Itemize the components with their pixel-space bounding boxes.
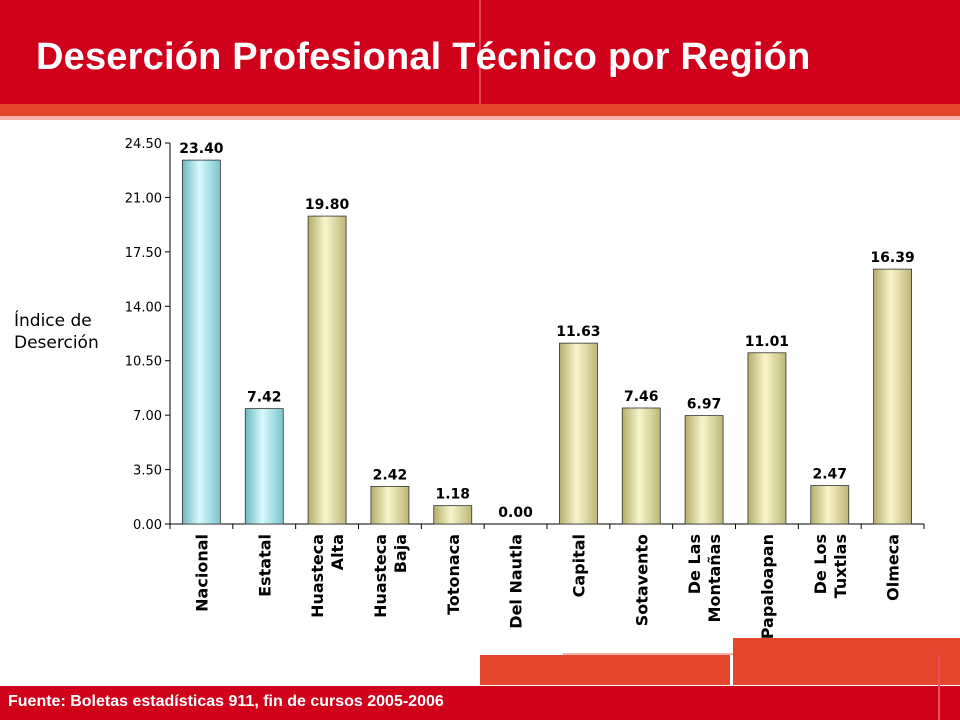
- category-label-line: Huasteca: [371, 534, 390, 618]
- bar-value-label: 1.18: [435, 487, 470, 503]
- banner-divider: [479, 0, 481, 115]
- slide-title: Deserción Profesional Técnico por Región: [36, 36, 811, 78]
- bar-value-label: 7.42: [247, 390, 282, 406]
- bar-value-label: 6.97: [687, 397, 722, 413]
- category-label: De Las Montañas: [685, 534, 724, 622]
- bar: [810, 485, 850, 525]
- footer-divider: [938, 655, 940, 720]
- category-label: Olmeca: [884, 534, 903, 601]
- y-axis-title-line-2: Deserción: [14, 333, 99, 353]
- source-note: Fuente: Boletas estadísticas 911, fin de…: [8, 693, 444, 710]
- bar-value-label: 11.01: [745, 334, 789, 350]
- category-label-line: Del Nautla: [507, 534, 526, 629]
- bar: [621, 407, 661, 525]
- category-label: Huasteca Baja: [371, 534, 410, 618]
- y-tick-label: 3.50: [133, 464, 162, 479]
- category-label-line: Baja: [391, 534, 410, 573]
- bar: [244, 408, 284, 525]
- category-label-line: Sotavento: [632, 534, 651, 626]
- category-label: Del Nautla: [507, 534, 526, 629]
- banner-stripe-light: [0, 116, 960, 120]
- category-label-line: Alta: [328, 534, 347, 570]
- category-label: Papaloapan: [758, 534, 777, 639]
- bar-value-label: 2.47: [812, 467, 847, 483]
- y-tick-label: 14.00: [125, 300, 162, 315]
- y-tick-label: 0.00: [133, 518, 162, 533]
- footer-banner: [0, 686, 960, 720]
- bar: [747, 352, 787, 525]
- bar: [182, 159, 221, 525]
- category-label-line: Estatal: [255, 534, 274, 597]
- footer-block-upper: [733, 638, 960, 655]
- category-label: Sotavento: [632, 534, 651, 626]
- y-tick-label: 24.50: [125, 137, 162, 152]
- footer-block-right: [733, 655, 960, 685]
- category-label: Capital: [569, 534, 588, 597]
- category-label-line: Papaloapan: [758, 534, 777, 639]
- category-label: Estatal: [255, 534, 274, 597]
- banner-stripe: [0, 104, 960, 116]
- category-label-line: Capital: [569, 534, 588, 597]
- bar-value-label: 23.40: [179, 141, 224, 157]
- bar-value-label: 2.42: [373, 467, 408, 483]
- category-label-line: Huasteca: [308, 534, 327, 618]
- category-label-line: De Los: [811, 534, 830, 594]
- bar: [559, 342, 598, 525]
- category-label-line: Montañas: [705, 534, 724, 622]
- y-tick-label: 10.50: [125, 355, 162, 370]
- category-label: De Los Tuxtlas: [811, 534, 850, 598]
- y-axis-title: Índice de Deserción: [14, 310, 114, 354]
- category-label: Totonaca: [444, 534, 463, 615]
- category-label: Huasteca Alta: [308, 534, 347, 618]
- category-label-line: De Las: [685, 534, 704, 594]
- category-label-line: Tuxtlas: [831, 534, 850, 598]
- bar-value-label: 11.63: [556, 324, 600, 340]
- category-label-line: Olmeca: [884, 534, 903, 601]
- bar: [370, 485, 410, 525]
- bar: [433, 505, 473, 525]
- bar: [307, 215, 347, 525]
- category-label: Nacional: [192, 534, 211, 612]
- y-tick-label: 7.00: [133, 409, 162, 424]
- bar-value-label: 16.39: [870, 250, 914, 266]
- footer-block-left: [480, 655, 730, 685]
- bar-value-label: 0.00: [498, 505, 533, 521]
- bar: [684, 415, 724, 525]
- y-axis-title-line-1: Índice de: [14, 311, 92, 331]
- y-tick-label: 21.00: [125, 191, 162, 206]
- category-label-line: Nacional: [192, 534, 211, 612]
- bar: [873, 268, 912, 525]
- bar-value-label: 7.46: [624, 389, 659, 405]
- category-label-line: Totonaca: [444, 534, 463, 615]
- bar-value-label: 19.80: [305, 197, 350, 213]
- y-tick-label: 17.50: [125, 246, 162, 261]
